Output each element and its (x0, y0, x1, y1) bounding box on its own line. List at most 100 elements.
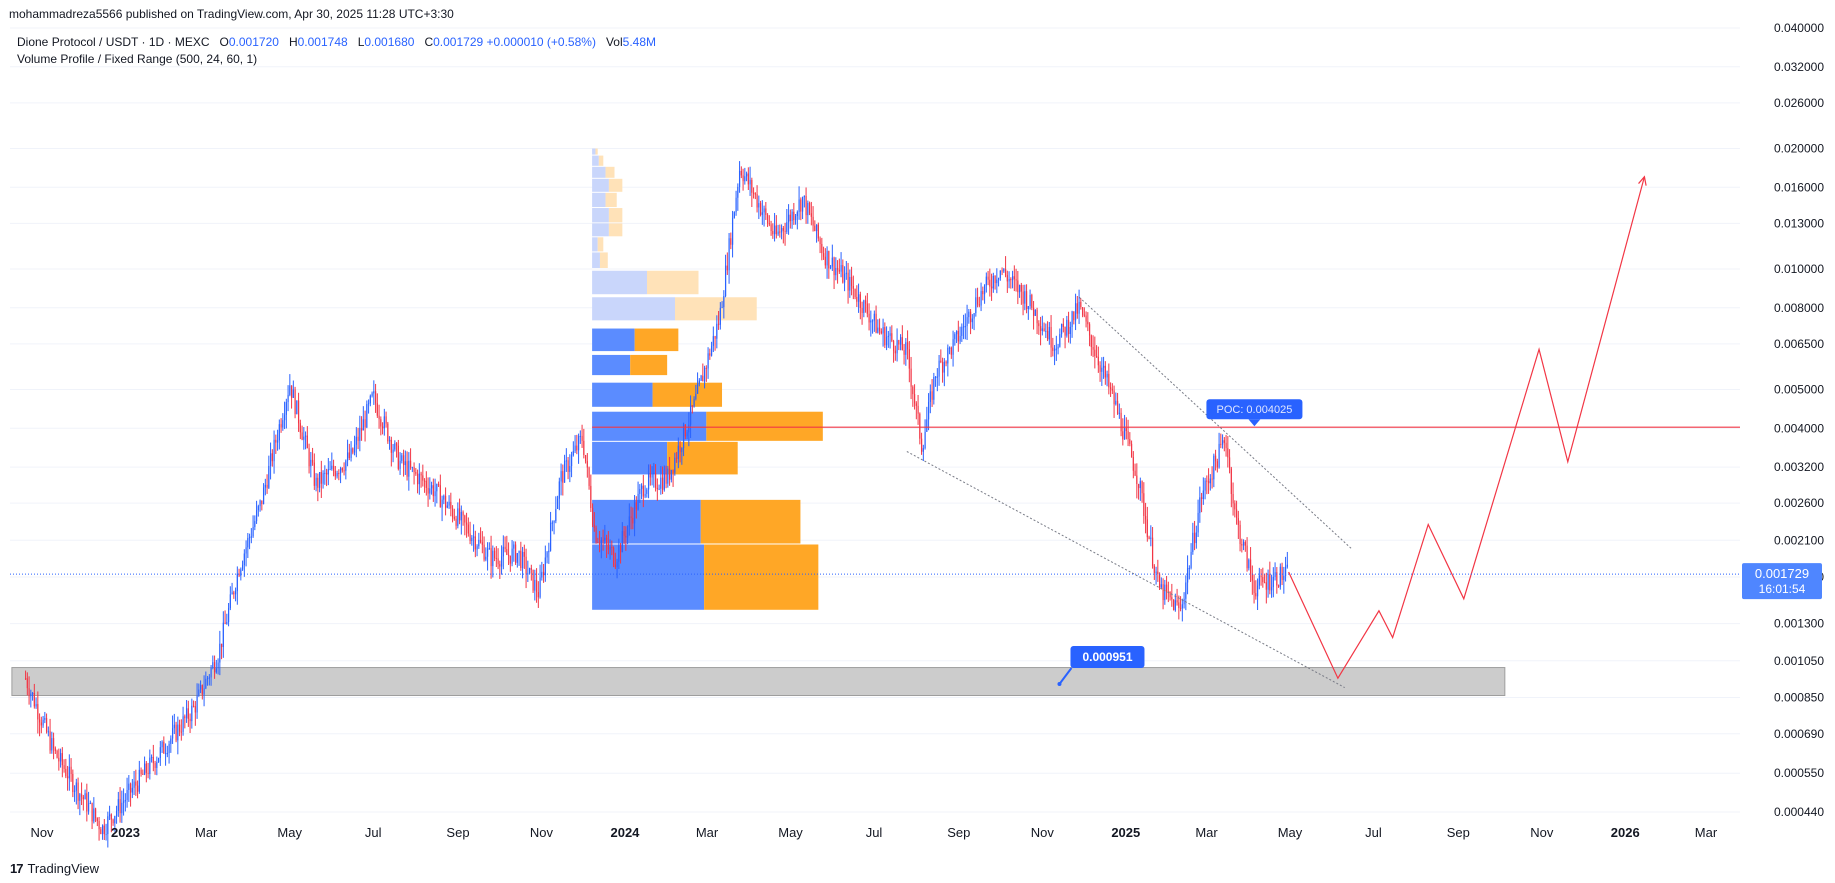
candle-body (905, 342, 907, 355)
vp-value-row-down-bar (706, 411, 823, 441)
candle-body (639, 488, 641, 494)
candle-body (917, 405, 919, 414)
candle-body (870, 320, 872, 323)
candle-body (217, 662, 219, 669)
vp-value-row-up-bar (592, 328, 635, 352)
candle-body (89, 802, 91, 804)
candle-body (1274, 572, 1276, 577)
candle-body (947, 347, 949, 364)
candle-body (420, 473, 422, 476)
support-callout-label: 0.000951 (1082, 650, 1132, 664)
price-axis[interactable]: 0.040000 0.032000 0.026000 0.020000 0.016000… (1774, 21, 1824, 819)
candle-body (1190, 551, 1192, 568)
candle-body (1221, 440, 1224, 445)
candle-body (931, 391, 933, 400)
candle-body (1183, 598, 1185, 605)
candle-body (408, 460, 410, 477)
candle-body (721, 307, 723, 309)
candle-body (1115, 400, 1117, 405)
candle-body (180, 731, 182, 733)
candle-body (864, 300, 867, 304)
candle-body (999, 270, 1001, 279)
candle-body (976, 297, 979, 305)
candle-body (37, 704, 39, 720)
candle-body (1179, 608, 1182, 610)
indicator-row[interactable]: Volume Profile / Fixed Range (500, 24, 6… (17, 52, 258, 66)
candle-body (821, 244, 823, 254)
time-axis[interactable]: Nov 2023 Mar May Jul Sep Nov 2024 Mar May Jul Sep No… (30, 825, 1717, 840)
candle-body (248, 537, 251, 539)
x-tick-label: May (778, 825, 803, 840)
candle-body (558, 481, 560, 499)
candle-body (887, 335, 889, 337)
candle-body (350, 448, 352, 459)
candle-body (553, 521, 555, 523)
candle-body (528, 568, 531, 574)
candle-body (434, 491, 436, 497)
candle-body (751, 179, 753, 193)
candle-body (1228, 457, 1231, 469)
candle-body (1038, 323, 1040, 327)
candle-body (1015, 279, 1017, 281)
x-tick-label: May (277, 825, 302, 840)
candle-body (247, 537, 249, 548)
symbol-label[interactable]: Dione Protocol / USDT · 1D · MEXC (17, 35, 210, 49)
candle-body (574, 445, 576, 452)
candle-body (292, 389, 294, 398)
candle-body (633, 502, 636, 524)
candle-body (63, 765, 65, 769)
vp-value-row-up-bar (592, 354, 631, 376)
candle-body (1099, 365, 1101, 372)
candle-body (891, 333, 893, 341)
x-tick-label: Nov (530, 825, 554, 840)
candle-body (245, 547, 247, 554)
candle-body (560, 471, 562, 482)
candle-body (366, 404, 368, 428)
support-callout-anchor (1057, 682, 1062, 687)
candle-body (374, 391, 377, 404)
candle-body (1199, 497, 1201, 513)
x-tick-label: Mar (195, 825, 218, 840)
candle-body (773, 225, 776, 235)
support-callout-bg (1070, 646, 1145, 669)
candle-body (1185, 582, 1187, 599)
countdown-label: 16:01:54 (1759, 582, 1806, 596)
candle-body (108, 814, 111, 817)
vp-row-up-bar (592, 178, 609, 192)
candle-body (112, 819, 114, 824)
x-tick-label: 2026 (1611, 825, 1640, 840)
candle-body (656, 487, 658, 490)
candle-body (446, 505, 448, 508)
candle-body (658, 488, 660, 490)
candle-body (945, 361, 947, 364)
candle-body (1109, 387, 1112, 389)
candle-body (373, 391, 375, 394)
candle-body (271, 453, 273, 462)
candle-body (1165, 584, 1168, 592)
candle-body (954, 334, 956, 340)
vp-value-row-up-bar (592, 441, 668, 475)
candle-body (569, 466, 571, 472)
vp-value-row-down-bar (652, 382, 723, 407)
candle-body (464, 515, 466, 523)
candle-body (500, 556, 503, 567)
x-tick-label: 2025 (1111, 825, 1140, 840)
candle-body (462, 512, 464, 516)
candle-body (1171, 597, 1173, 600)
candle-body (805, 196, 807, 216)
candle-body (40, 722, 42, 726)
candle-body (486, 548, 489, 557)
candle-body (583, 440, 585, 456)
candle-body (1066, 319, 1068, 336)
candle-body (940, 360, 942, 363)
candle-body (149, 757, 151, 774)
x-tick-label: Sep (947, 825, 970, 840)
candle-body (96, 818, 98, 822)
candle-body (28, 688, 30, 697)
candle-body (1204, 480, 1206, 491)
candle-body (269, 453, 272, 466)
candle-body (889, 333, 891, 336)
candle-body (765, 208, 767, 215)
candle-body (240, 569, 242, 576)
